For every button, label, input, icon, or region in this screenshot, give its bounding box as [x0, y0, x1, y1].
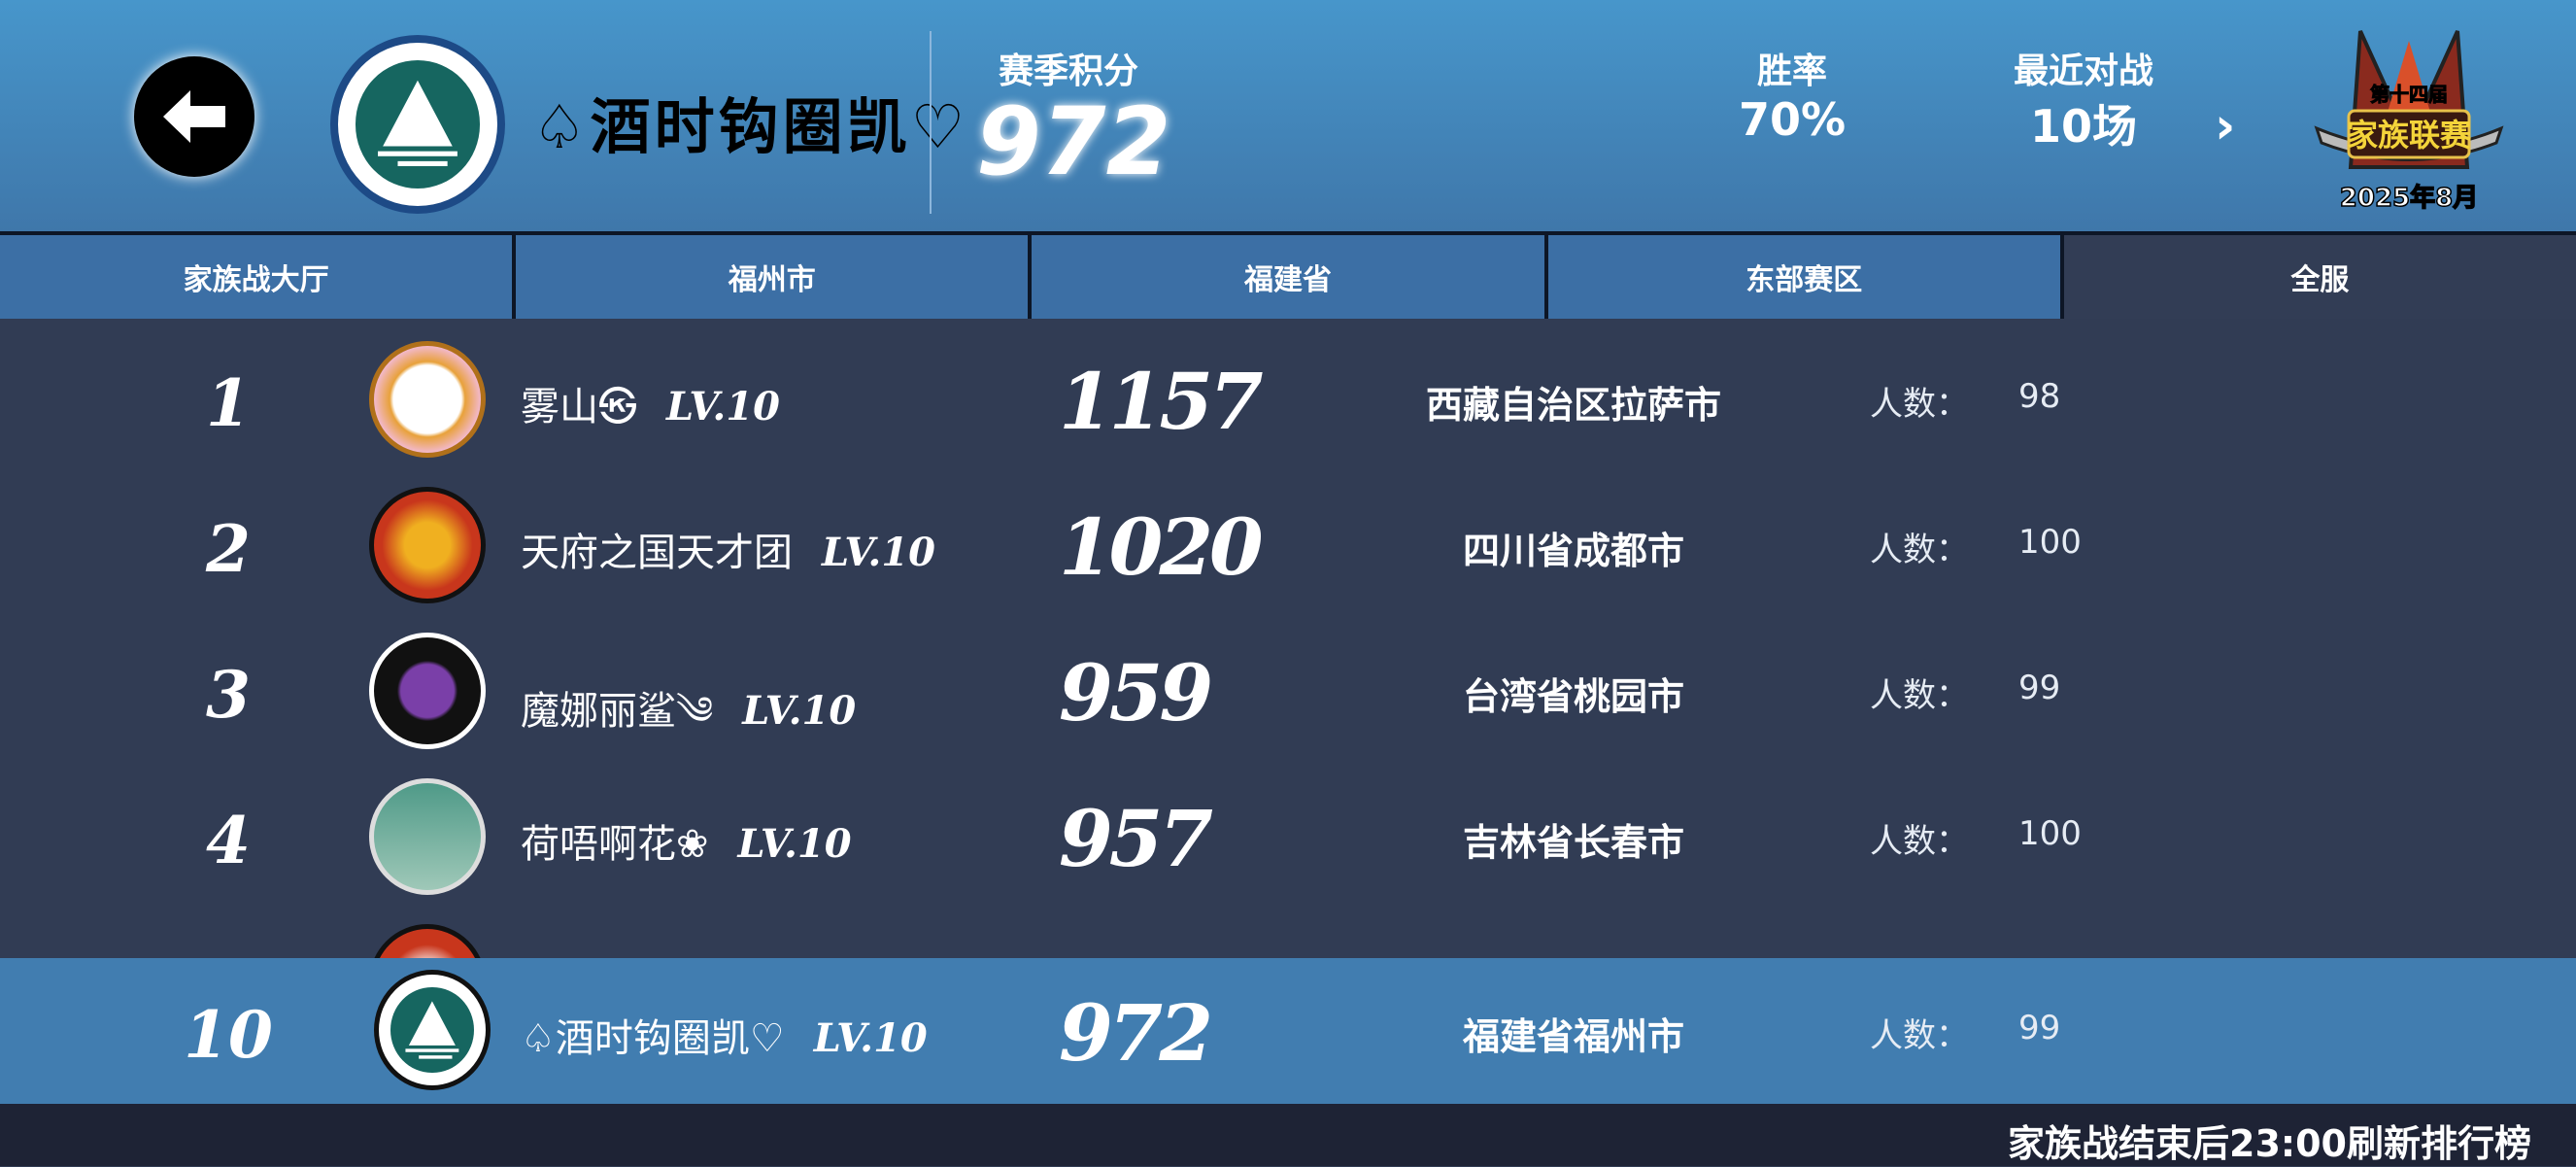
member-count-label: 人数： — [1870, 822, 1969, 861]
family-name: 魔娜丽鲨༄ LV.10 — [521, 688, 857, 734]
footer: 家族战结束后23:00刷新排行榜 — [0, 1104, 2576, 1166]
region: 吉林省长春市 — [1462, 821, 1684, 864]
table-row[interactable]: 3 魔娜丽鲨༄ LV.10 959 台湾省桃园市 人数： 99 — [0, 618, 2576, 764]
rank: 3 — [206, 657, 251, 733]
league-emblem-icon: 第十四届 家族联赛 2025年8月 — [2314, 30, 2504, 214]
member-count: 99 — [2018, 669, 2061, 707]
tab-all-server[interactable]: 全服 — [2063, 235, 2576, 319]
svg-text:第十四届: 第十四届 — [2370, 83, 2448, 106]
mountain-icon — [378, 81, 458, 167]
region: 福建省福州市 — [1462, 1015, 1684, 1058]
member-count-label: 人数： — [1870, 676, 1969, 715]
family-name: 雾山㉿ LV.10 — [521, 384, 781, 429]
family-avatar — [369, 778, 486, 895]
season-points: 972 — [976, 87, 1171, 196]
member-count: 98 — [2018, 377, 2061, 416]
family-name: ♤酒时钩圈凯♡ LV.10 — [521, 1015, 928, 1061]
recent-battles[interactable]: 10场 — [2029, 100, 2137, 153]
score: 957 — [1059, 793, 1213, 884]
league-badge[interactable]: 第十四届 家族联赛 2025年8月 — [2302, 21, 2516, 216]
tab-city[interactable]: 福州市 — [516, 235, 1033, 319]
tab-province[interactable]: 福建省 — [1032, 235, 1548, 319]
region: 四川省成都市 — [1462, 530, 1684, 572]
score: 959 — [1059, 647, 1213, 738]
rank: 10 — [184, 997, 273, 1073]
family-avatar — [374, 970, 491, 1090]
family-avatar — [369, 924, 486, 958]
tab-region[interactable]: 东部赛区 — [1547, 235, 2064, 319]
chevron-right-icon[interactable]: › — [2215, 97, 2236, 155]
family-avatar — [369, 487, 486, 603]
refresh-note: 家族战结束后23:00刷新排行榜 — [2008, 1122, 2531, 1165]
member-count-label: 人数： — [1870, 1016, 1969, 1055]
family-name: 荷唔啊花❀ LV.10 — [521, 821, 852, 867]
rank: 1 — [206, 365, 251, 441]
back-button[interactable] — [134, 56, 254, 177]
tab-bar: 家族战大厅 福州市 福建省 东部赛区 全服 — [0, 231, 2576, 319]
tab-family-hall[interactable]: 家族战大厅 — [0, 235, 517, 319]
table-row[interactable]: 2 天府之国天才团 LV.10 1020 四川省成都市 人数： 100 — [0, 472, 2576, 618]
score: 1020 — [1059, 501, 1264, 593]
member-count-label: 人数： — [1870, 385, 1969, 424]
recent-battles-label: 最近对战 — [2013, 51, 2153, 91]
rank: 2 — [206, 511, 251, 587]
header: ♤酒时钩圈凯♡ 赛季积分 972 胜率 70% 最近对战 10场 › 第十四届 … — [0, 0, 2576, 231]
divider — [930, 31, 932, 214]
player-name: ♤酒时钩圈凯♡ — [532, 91, 969, 162]
win-rate: 70% — [1738, 93, 1847, 146]
season-points-label: 赛季积分 — [999, 51, 1139, 91]
rank: 4 — [206, 803, 251, 878]
svg-text:家族联赛: 家族联赛 — [2347, 117, 2472, 154]
table-row-partial[interactable] — [0, 910, 2576, 958]
table-row[interactable]: 4 荷唔啊花❀ LV.10 957 吉林省长春市 人数： 100 — [0, 764, 2576, 910]
family-name: 天府之国天才团 LV.10 — [521, 530, 936, 575]
score: 972 — [1059, 987, 1213, 1079]
family-avatar — [369, 341, 486, 458]
member-count: 100 — [2018, 814, 2082, 853]
region: 西藏自治区拉萨市 — [1425, 384, 1721, 427]
svg-text:2025年8月: 2025年8月 — [2340, 183, 2478, 213]
member-count: 99 — [2018, 1009, 2061, 1047]
table-row[interactable]: 1 雾山㉿ LV.10 1157 西藏自治区拉萨市 人数： 98 — [0, 326, 2576, 472]
my-family-row[interactable]: 10 ♤酒时钩圈凯♡ LV.10 972 福建省福州市 人数： 99 — [0, 958, 2576, 1104]
region: 台湾省桃园市 — [1462, 675, 1684, 718]
win-rate-label: 胜率 — [1756, 51, 1827, 91]
score: 1157 — [1059, 356, 1264, 447]
member-count: 100 — [2018, 523, 2082, 562]
mountain-icon — [405, 1000, 459, 1059]
family-avatar — [369, 633, 486, 749]
member-count-label: 人数： — [1870, 531, 1969, 569]
arrow-left-icon — [163, 90, 225, 143]
ranking-list[interactable]: 1 雾山㉿ LV.10 1157 西藏自治区拉萨市 人数： 98 2 天府之国天才… — [0, 325, 2576, 958]
family-logo — [330, 35, 505, 214]
